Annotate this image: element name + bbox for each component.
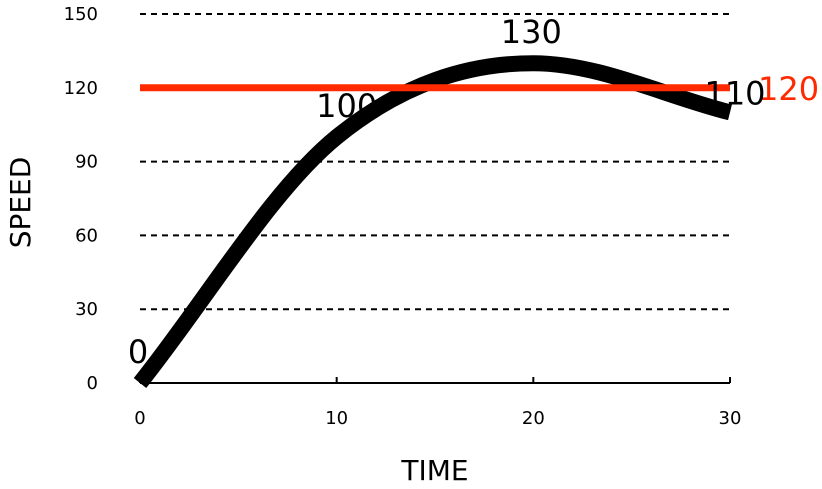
x-tick-label-30: 30 [719,408,742,429]
y-tick-label-150: 150 [64,4,98,25]
x-tick-label-10: 10 [325,408,348,429]
y-tick-label-30: 30 [75,299,98,320]
x-tick-label-0: 0 [134,408,145,429]
point-label-3: 110 [704,74,765,112]
y-tick-label-120: 120 [64,78,98,99]
reference-line-label: 120 [758,70,819,108]
point-label-0: 0 [128,333,148,371]
point-label-1: 100 [316,87,377,125]
y-tick-labels: 0 30 60 90 120 150 [64,4,98,394]
y-axis-label: SPEED [4,157,37,249]
x-tick-labels: 0 10 20 30 [134,408,741,429]
y-tick-label-0: 0 [87,373,98,394]
reference-layer: 120 [140,70,819,108]
x-tick-label-20: 20 [522,408,545,429]
point-labels: 0 100 130 110 [128,13,766,371]
point-label-2: 130 [501,13,562,51]
y-tick-label-60: 60 [75,225,98,246]
y-tick-label-90: 90 [75,152,98,173]
series-layer [133,55,732,388]
series-line-0 [133,55,732,388]
axes [139,377,731,384]
x-axis-label: TIME [400,454,468,487]
